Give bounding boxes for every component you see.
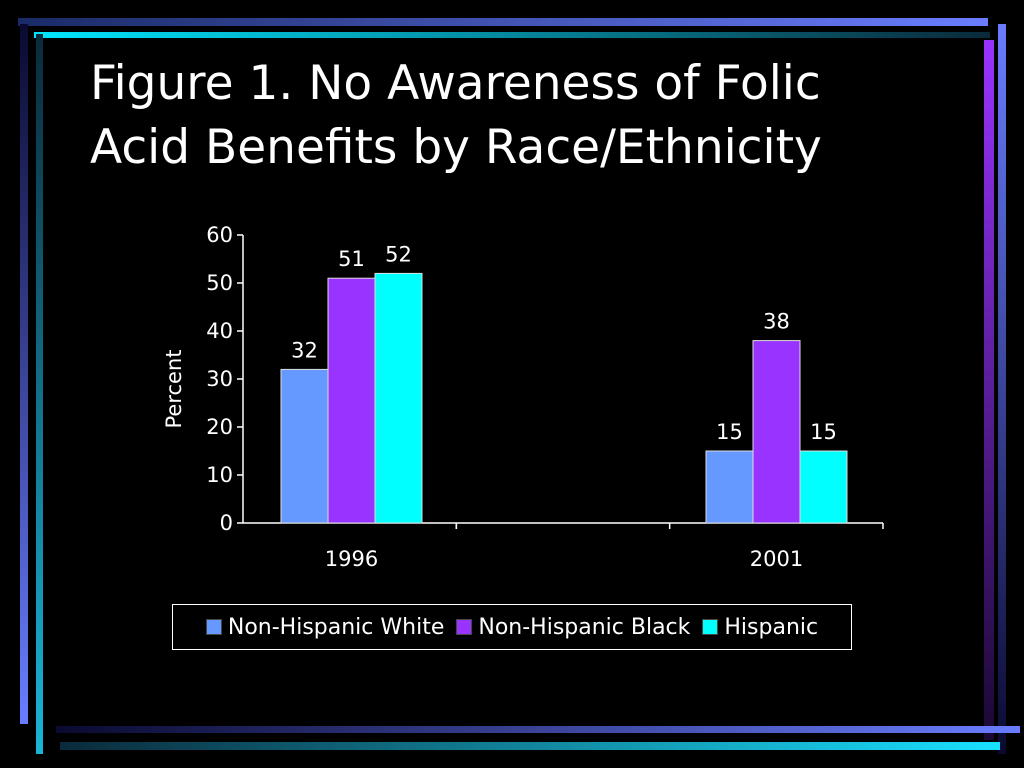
frame-bottom-line-cyan <box>60 742 1000 750</box>
y-tick-label: 30 <box>206 367 233 391</box>
data-label: 15 <box>810 420 837 444</box>
legend-item: Hispanic <box>702 615 818 640</box>
legend-label: Non-Hispanic Black <box>478 614 691 640</box>
bar-hispanic-1996 <box>374 272 423 524</box>
legend-label: Non-Hispanic White <box>227 614 445 640</box>
data-label: 51 <box>338 247 365 271</box>
frame-top-line-cyan <box>34 32 990 38</box>
legend-swatch <box>702 619 719 635</box>
y-tick-label: 60 <box>206 223 233 247</box>
x-category-label: 1996 <box>325 547 378 571</box>
frame-left-line-cyan <box>36 34 43 754</box>
chart-legend: Non-Hispanic White Non-Hispanic Black Hisp… <box>172 604 852 650</box>
legend-swatch <box>456 619 473 635</box>
slide-title-line-2: Acid Benefits by Race/Ethnicity <box>90 120 822 175</box>
bar-non-hispanic-black-1996 <box>327 277 376 524</box>
slide-title-line-1: Figure 1. No Awareness of Folic <box>90 56 821 111</box>
frame-left-line-blue <box>20 24 28 724</box>
bar-non-hispanic-white-2001 <box>705 450 754 524</box>
legend-item: Non-Hispanic White <box>205 614 445 640</box>
x-category-label: 2001 <box>750 547 803 571</box>
frame-right-line-purple <box>984 40 994 740</box>
bar-non-hispanic-black-2001 <box>752 340 801 524</box>
legend-item: Non-Hispanic Black <box>456 615 690 640</box>
frame-bottom-line-blue <box>56 726 1020 733</box>
data-label: 32 <box>291 338 318 362</box>
legend-label: Hispanic <box>724 614 819 640</box>
y-tick-label: 20 <box>206 415 233 439</box>
y-axis-title: Percent <box>162 349 186 428</box>
y-tick-label: 10 <box>206 463 233 487</box>
frame-right-line-blue <box>998 24 1006 754</box>
data-label: 15 <box>716 420 743 444</box>
bar-chart: 0 10 20 30 40 50 60 Percent 32 51 52 1996 15 38 15 2001 <box>162 223 884 571</box>
slide-title: Figure 1. No Awareness of Folic Acid Ben… <box>90 52 970 180</box>
bar-non-hispanic-white-1996 <box>280 368 329 524</box>
y-tick-label: 50 <box>206 271 233 295</box>
data-label: 52 <box>385 242 412 266</box>
data-label: 38 <box>763 310 790 334</box>
legend-swatch <box>205 619 222 635</box>
bar-hispanic-2001 <box>799 450 848 524</box>
y-tick-label: 40 <box>206 319 233 343</box>
frame-top-line-blue <box>18 18 988 26</box>
y-tick-label: 0 <box>220 511 233 535</box>
